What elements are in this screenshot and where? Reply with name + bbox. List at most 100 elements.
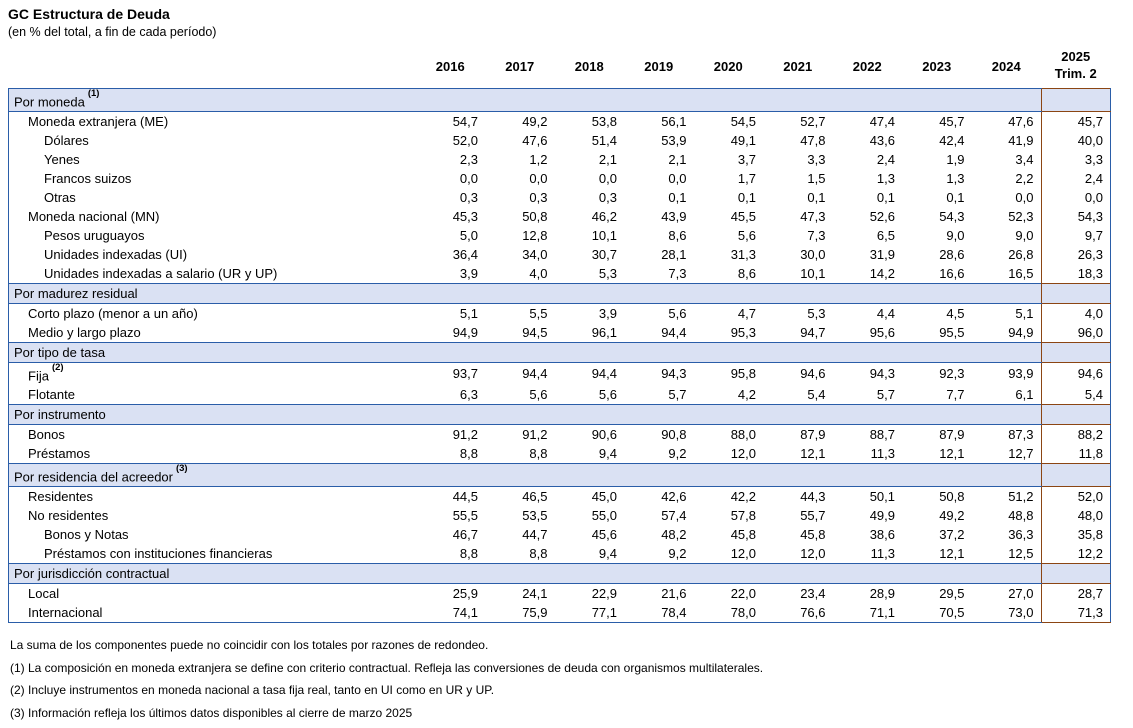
section-header-cell — [554, 563, 624, 585]
value-cell: 45,5 — [730, 208, 756, 224]
value-cell: 6,5 — [876, 227, 895, 243]
value-cell: 0,1 — [737, 189, 756, 205]
value-cell: 96,1 — [591, 324, 617, 340]
value-cell: 22,9 — [591, 586, 617, 602]
row-label: Bonos y Notas — [8, 525, 416, 545]
value-cell: 92,3 — [939, 366, 965, 382]
value-cell: 1,2 — [529, 151, 548, 167]
value-cell: 57,8 — [730, 508, 756, 524]
value-cell: 55,7 — [800, 508, 826, 524]
section-header-cell — [693, 282, 763, 304]
section-header-cell — [693, 463, 763, 488]
value-cell: 48,0 — [1040, 506, 1111, 526]
value-cell: 78,0 — [693, 603, 763, 624]
value-cell: 4,0 — [529, 265, 548, 281]
section-header-cell — [902, 87, 972, 112]
value-cell: 5,6 — [598, 387, 617, 403]
row-label: Local — [8, 583, 416, 604]
section-header-row: Por jurisdicción contractual — [8, 563, 1111, 585]
value-cell: 51,4 — [591, 132, 617, 148]
section-header-cell — [415, 282, 485, 304]
section-header-label: Por moneda(1) — [8, 87, 416, 112]
value-cell: 12,5 — [1008, 546, 1034, 562]
value-cell: 53,9 — [661, 132, 687, 148]
value-cell: 11,8 — [1040, 444, 1111, 464]
section-header-label: Por instrumento — [8, 404, 416, 426]
section-header-cell — [832, 463, 902, 488]
section-header-row: Por madurez residual — [8, 282, 1111, 304]
value-cell: 53,5 — [522, 508, 548, 524]
value-cell: 0,3 — [459, 189, 478, 205]
year-column-header: 2017 — [485, 48, 555, 88]
value-cell: 5,1 — [1015, 305, 1034, 321]
section-header-cell — [832, 404, 902, 426]
section-header-cell — [763, 404, 833, 426]
value-cell: 90,8 — [661, 427, 687, 443]
section-header-cell — [415, 563, 485, 585]
value-cell: 4,5 — [946, 305, 965, 321]
value-cell: 2,3 — [459, 151, 478, 167]
value-cell: 36,4 — [452, 246, 478, 262]
value-cell: 87,3 — [1008, 427, 1034, 443]
value-cell: 12,2 — [1040, 544, 1111, 564]
value-cell: 12,7 — [1008, 446, 1034, 462]
section-header-row: Por moneda(1) — [8, 87, 1111, 112]
value-cell: 52,6 — [869, 208, 895, 224]
value-cell: 0,0 — [1015, 189, 1034, 205]
value-cell: 0,3 — [598, 189, 617, 205]
value-cell: 5,4 — [1040, 385, 1111, 405]
year-column-header: 2016 — [415, 48, 485, 88]
value-cell: 55,0 — [591, 508, 617, 524]
table-row: Fija(2) 93,7 94,4 94,4 94,3 95,8 94,6 94,3 92,3 9… — [8, 362, 1111, 386]
section-header-cell — [624, 282, 694, 304]
value-cell: 2,1 — [668, 151, 687, 167]
section-header-cell — [832, 87, 902, 112]
value-cell: 45,6 — [591, 527, 617, 543]
value-cell: 8,6 — [668, 227, 687, 243]
value-cell: 1,3 — [946, 170, 965, 186]
table-row: Otras 0,3 0,3 0,3 0,1 0,1 0,1 0,1 0,1 0,0 0,0 — [8, 187, 1111, 207]
value-cell: 5,5 — [529, 305, 548, 321]
value-cell: 9,4 — [598, 546, 617, 562]
value-cell: 2,1 — [598, 151, 617, 167]
value-cell: 0,0 — [459, 170, 478, 186]
year-column-header: 2021 — [763, 48, 833, 88]
section-header-cell — [485, 341, 555, 363]
section-header-cell — [971, 463, 1041, 488]
section-header-cell — [624, 404, 694, 426]
table-row: Francos suizos 0,0 0,0 0,0 0,0 1,7 1,5 1,3 1,3 2,… — [8, 168, 1111, 188]
value-cell: 47,4 — [869, 113, 895, 129]
value-cell: 0,3 — [529, 189, 548, 205]
value-cell: 0,1 — [668, 189, 687, 205]
value-cell: 28,6 — [939, 246, 965, 262]
value-cell: 11,3 — [870, 546, 895, 562]
value-cell: 12,1 — [939, 446, 965, 462]
value-cell: 93,9 — [1008, 366, 1034, 382]
table-row: Medio y largo plazo 94,9 94,5 96,1 94,4 95,3 9… — [8, 322, 1111, 343]
debt-structure-table: 2016 2017 2018 2019 2020 2021 2022 2023 2024 2025… — [8, 48, 1111, 624]
section-header-label: Por tipo de tasa — [8, 341, 416, 363]
value-cell: 70,5 — [902, 603, 972, 624]
value-cell: 45,7 — [1040, 111, 1111, 131]
value-cell: 5,7 — [876, 387, 895, 403]
value-cell: 0,1 — [807, 189, 826, 205]
value-cell: 46,2 — [591, 208, 617, 224]
value-cell: 31,3 — [730, 246, 756, 262]
value-cell: 52,0 — [1040, 486, 1111, 507]
value-cell: 4,2 — [737, 387, 756, 403]
value-cell: 5,4 — [807, 387, 826, 403]
row-label: Internacional — [8, 603, 416, 624]
row-label: Flotante — [8, 385, 416, 405]
value-cell: 5,0 — [459, 227, 478, 243]
value-cell: 3,9 — [598, 305, 617, 321]
section-header-cell — [415, 463, 485, 488]
section-header-cell — [693, 341, 763, 363]
value-cell: 5,1 — [459, 305, 478, 321]
value-cell: 93,7 — [452, 366, 478, 382]
table-row: Bonos 91,2 91,2 90,6 90,8 88,0 87,9 88,7 87,9 87,… — [8, 424, 1111, 445]
value-cell: 12,1 — [939, 546, 965, 562]
section-header-cell — [1040, 282, 1111, 304]
section-header-cell — [1040, 87, 1111, 112]
value-cell: 28,7 — [1040, 583, 1111, 604]
value-cell: 49,9 — [869, 508, 895, 524]
